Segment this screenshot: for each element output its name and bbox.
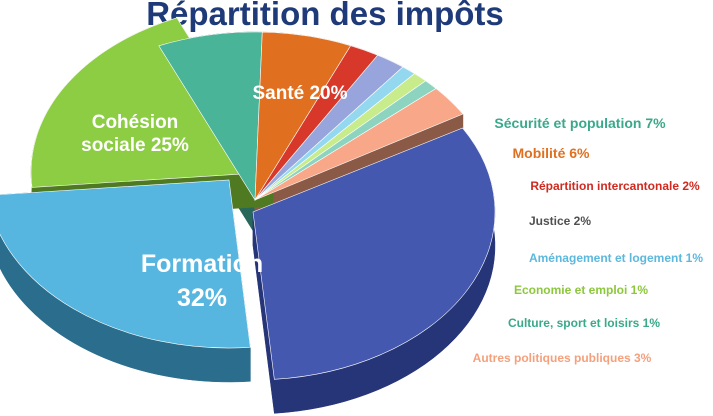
slice-label-sante: Santé 20% [252,83,347,104]
slice-label-culture-sport-et-loisirs: Culture, sport et loisirs 1% [508,316,660,330]
slice-label-autres-politiques-publiques: Autres politiques publiques 3% [473,351,652,365]
slice-label-economie-et-emploi: Economie et emploi 1% [514,283,648,297]
pie-tops [0,17,496,380]
slice-label-formation: Formation 32% [141,250,263,312]
pie-slice-sante [30,17,274,188]
slice-label-securite-et-population: Sécurité et population 7% [494,115,666,131]
slice-label-repartition-intercantonale: Répartition intercantonale 2% [530,179,700,193]
pie-slice-autres-politiques-publiques [254,88,464,201]
slice-label-mobilite: Mobilité 6% [512,145,590,161]
pie-slice-formation [252,127,496,380]
pie-slice-securite-et-population [158,31,263,201]
chart-title: Répartition des impôts [146,0,504,32]
pie-slice-cohesion-sociale [0,179,251,349]
slice-label-cohesion-sociale: Cohésion sociale 25% [81,112,189,156]
slice-label-justice: Justice 2% [529,214,591,228]
pie-labels: Formation 32% Cohésion sociale 25% Santé 20%… [81,83,703,365]
slice-label-amenagement-et-logement: Aménagement et logement 1% [529,251,703,265]
